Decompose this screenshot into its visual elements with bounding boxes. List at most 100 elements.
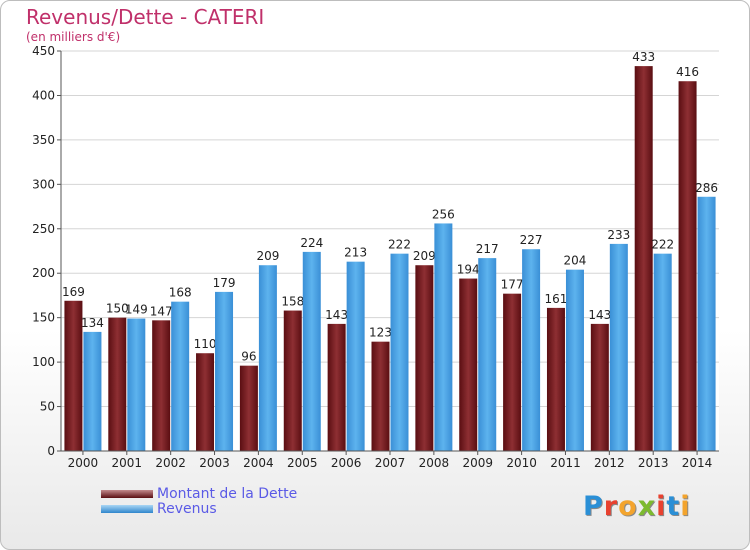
bar-dette [546, 307, 565, 451]
bar-revenus [258, 265, 277, 451]
bar-revenus [302, 251, 321, 451]
bar-dette [590, 323, 609, 451]
data-label: 416 [676, 65, 699, 79]
data-label: 204 [564, 254, 587, 268]
bar-revenus [522, 249, 541, 451]
bar-dette [459, 278, 478, 451]
bar-dette [371, 341, 390, 451]
bar-dette [678, 81, 697, 451]
bar-dette [108, 317, 127, 451]
data-label: 217 [476, 242, 499, 256]
bar-revenus [83, 331, 102, 451]
data-label: 227 [520, 233, 543, 247]
data-label: 224 [300, 236, 323, 250]
legend-swatch-revenus [101, 504, 153, 513]
data-label: 150 [106, 302, 129, 316]
chart-title: Revenus/Dette - CATERI [26, 5, 265, 29]
data-label: 161 [545, 292, 568, 306]
data-label: 209 [413, 249, 436, 263]
data-label: 143 [588, 308, 611, 322]
logo-letter: r [603, 491, 619, 522]
y-tick-label: 350 [32, 133, 55, 147]
data-label: 158 [281, 295, 304, 309]
x-tick-label: 2001 [112, 456, 143, 470]
y-tick-label: 250 [32, 222, 55, 236]
bar-dette [152, 320, 171, 451]
bar-dette [239, 365, 258, 451]
legend-label-dette: Montant de la Dette [157, 485, 298, 502]
y-tick-label: 0 [47, 444, 55, 458]
data-label: 147 [150, 304, 173, 318]
x-tick-label: 2000 [68, 456, 99, 470]
logo-letter: x [637, 491, 657, 522]
x-tick-label: 2002 [155, 456, 186, 470]
data-label: 168 [169, 286, 192, 300]
data-label: 233 [607, 228, 630, 242]
plot-area [61, 51, 719, 451]
bar-dette [415, 265, 434, 451]
logo-letter: o [618, 491, 638, 522]
data-label: 194 [457, 263, 480, 277]
y-tick-label: 100 [32, 355, 55, 369]
x-tick-label: 2010 [506, 456, 537, 470]
bar-dette [196, 353, 215, 451]
data-label: 179 [213, 276, 236, 290]
data-label: 169 [62, 285, 85, 299]
data-label: 149 [125, 303, 148, 317]
y-tick-label: 450 [32, 44, 55, 58]
bar-revenus [215, 291, 234, 451]
bar-revenus [697, 196, 716, 451]
x-tick-label: 2005 [287, 456, 318, 470]
proxiti-logo: Proxiti [583, 491, 691, 522]
x-tick-label: 2007 [375, 456, 406, 470]
bar-revenus [478, 258, 497, 451]
x-tick-label: 2014 [682, 456, 713, 470]
data-label: 123 [369, 326, 392, 340]
data-label: 96 [241, 350, 256, 364]
y-tick-label: 150 [32, 311, 55, 325]
bar-dette [503, 293, 522, 451]
x-tick-label: 2004 [243, 456, 274, 470]
bar-revenus [565, 269, 584, 451]
bar-dette [64, 300, 83, 451]
y-tick-label: 200 [32, 266, 55, 280]
bar-revenus [171, 301, 190, 451]
data-label: 177 [501, 278, 524, 292]
x-tick-label: 2011 [550, 456, 581, 470]
bar-revenus [346, 261, 365, 451]
data-label: 134 [81, 316, 104, 330]
bar-revenus [434, 223, 453, 451]
chart-subtitle: (en milliers d'€) [26, 30, 121, 44]
bar-dette [634, 66, 653, 451]
legend-item-revenus: Revenus [101, 500, 297, 517]
legend-swatch-dette [101, 489, 153, 498]
chart-legend: Montant de la Dette Revenus [101, 485, 298, 517]
data-label: 256 [432, 207, 455, 221]
bar-revenus [390, 253, 409, 451]
x-tick-label: 2003 [199, 456, 230, 470]
x-tick-label: 2008 [419, 456, 450, 470]
logo-letter: P [583, 491, 604, 522]
data-label: 110 [194, 337, 217, 351]
data-label: 143 [325, 308, 348, 322]
y-tick-label: 400 [32, 88, 55, 102]
x-tick-label: 2012 [594, 456, 625, 470]
bar-dette [283, 310, 302, 451]
bar-revenus [127, 318, 146, 451]
logo-letter: t [666, 491, 681, 522]
logo-letter: i [656, 491, 667, 522]
legend-item-dette: Montant de la Dette [101, 485, 298, 502]
bar-revenus [653, 253, 672, 451]
logo-letter: i [680, 491, 691, 522]
bar-revenus [609, 243, 628, 451]
x-tick-label: 2013 [638, 456, 669, 470]
x-tick-label: 2006 [331, 456, 362, 470]
y-tick-label: 300 [32, 177, 55, 191]
legend-label-revenus: Revenus [157, 500, 217, 517]
data-label: 213 [344, 246, 367, 260]
data-label: 222 [651, 238, 674, 252]
data-label: 433 [632, 50, 655, 64]
data-label: 286 [695, 181, 718, 195]
